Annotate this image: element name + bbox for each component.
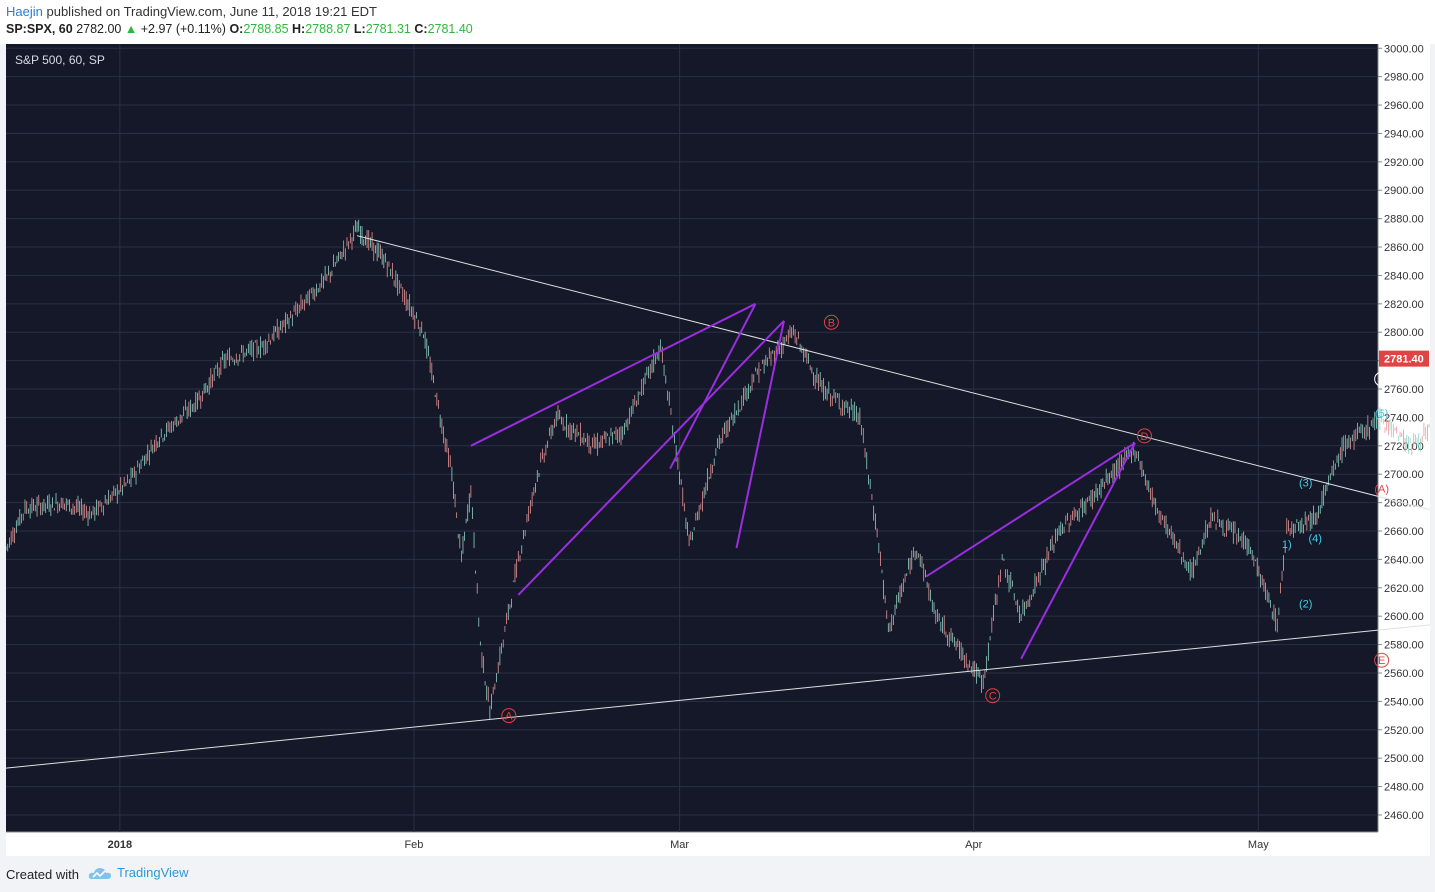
published-text: published on TradingView.com, June 11, 2… (46, 4, 378, 19)
quote-line: SP:SPX, 60 2782.00 ▲ +2.97 (+0.11%) O:27… (6, 22, 473, 36)
wave-label-circle (823, 314, 839, 330)
channel-line (925, 442, 1136, 578)
y-tick-label: 2480.00 (1384, 782, 1424, 794)
wave-label-circle (985, 688, 1001, 704)
y-tick-label: 2820.00 (1384, 299, 1424, 311)
trendline (5, 623, 1435, 769)
price-change: +2.97 (+0.11%) (140, 22, 226, 36)
y-tick-label: 2660.00 (1384, 526, 1424, 538)
open-value: 2788.85 (243, 22, 289, 36)
y-tick-label: 2580.00 (1384, 640, 1424, 652)
wave-label: D (1140, 431, 1148, 443)
header: Haejin published on TradingView.com, Jun… (0, 0, 1435, 44)
current-price-tag (1379, 350, 1429, 367)
chart-title: S&P 500, 60, SP (15, 53, 105, 67)
y-tick-label: 2640.00 (1384, 554, 1424, 566)
y-tick-label: 2700.00 (1384, 469, 1424, 481)
wave-label: (2) (1299, 598, 1312, 610)
high-label: H: (292, 22, 306, 36)
tradingview-cloud-icon (88, 867, 111, 879)
wave-label: A (505, 711, 513, 723)
y-tick-label: 2900.00 (1384, 185, 1424, 197)
trendline (356, 235, 1435, 512)
tradingview-link[interactable]: TradingView (88, 865, 189, 880)
last-price: 2782.00 (76, 22, 122, 36)
y-tick-label: 2600.00 (1384, 611, 1424, 623)
x-tick-label: May (1248, 839, 1269, 851)
x-tick-label: 2018 (108, 839, 132, 851)
y-tick-label: 2800.00 (1384, 327, 1424, 339)
candles (5, 219, 1435, 720)
wave-label-circle (1374, 652, 1390, 668)
y-tick-label: 2540.00 (1384, 696, 1424, 708)
y-tick-label: 2860.00 (1384, 242, 1424, 254)
time-axis-background (6, 832, 1378, 856)
open-label: O: (229, 22, 244, 36)
y-tick-label: 2980.00 (1384, 72, 1424, 84)
channel-line (517, 320, 785, 596)
channel-line (669, 303, 757, 469)
price-chart[interactable]: 3000.00 2980.00 2960.00 2940.00 2920.00 2900.… (5, 43, 1435, 856)
channel-line (735, 320, 785, 549)
footer: Created with TradingView (0, 856, 1435, 892)
wave-label: E (1378, 655, 1385, 667)
y-tick-label: 2460.00 (1384, 810, 1424, 822)
low-label: L: (353, 22, 366, 36)
chart-area[interactable]: 3000.00 2980.00 2960.00 2940.00 2920.00 2900.… (5, 43, 1435, 856)
x-tick-label: Mar (670, 839, 689, 851)
created-with-text: Created with (6, 867, 79, 882)
wave-label: (3) (1299, 478, 1312, 490)
wave-label-circle (1374, 371, 1390, 387)
y-tick-label: 2840.00 (1384, 270, 1424, 282)
publish-line: Haejin published on TradingView.com, Jun… (6, 4, 377, 19)
wave-label: 1) (1282, 539, 1292, 551)
symbol: SP:SPX, 60 (6, 22, 73, 36)
channel-line (470, 302, 756, 447)
up-arrow-icon: ▲ (124, 22, 138, 36)
y-tick-label: 3000.00 (1384, 44, 1424, 55)
wave-label: (A) (1374, 483, 1389, 495)
y-tick-label: 2960.00 (1384, 100, 1424, 112)
current-price-label: 2781.40 (1384, 354, 1424, 366)
y-tick-label: 2560.00 (1384, 668, 1424, 680)
y-tick-label: 2520.00 (1384, 725, 1424, 737)
wave-label: B (828, 317, 835, 329)
tradingview-brand: TradingView (117, 865, 189, 880)
y-tick-label: 2920.00 (1384, 157, 1424, 169)
y-tick-label: 2500.00 (1384, 753, 1424, 765)
low-value: 2781.31 (365, 22, 411, 36)
y-tick-label: 2740.00 (1384, 412, 1424, 424)
wave-label: C (989, 691, 997, 703)
wave-label-circle (501, 708, 517, 724)
y-tick-label: 2760.00 (1384, 384, 1424, 396)
wave-label: (5) (1375, 408, 1388, 420)
close-label: C: (414, 22, 428, 36)
wave-label: (4) (1309, 533, 1322, 545)
channel-line (1020, 442, 1136, 660)
y-tick-label: 2620.00 (1384, 583, 1424, 595)
x-tick-label: Feb (404, 839, 423, 851)
wave-label-circle (1136, 428, 1152, 444)
high-value: 2788.87 (305, 22, 351, 36)
y-tick-label: 2880.00 (1384, 214, 1424, 226)
close-value: 2781.40 (427, 22, 473, 36)
y-tick-label: 2720.00 (1384, 441, 1424, 453)
wave-label: 1 (1379, 374, 1385, 386)
price-axis-background (1378, 44, 1430, 856)
author-link[interactable]: Haejin (6, 4, 43, 19)
y-tick-label: 2940.00 (1384, 128, 1424, 140)
x-tick-label: Apr (965, 839, 982, 851)
